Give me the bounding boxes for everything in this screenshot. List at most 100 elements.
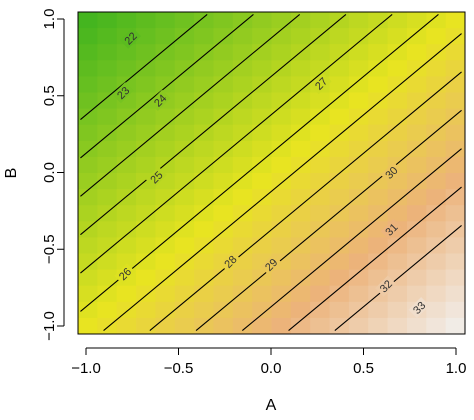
heatmap-cell bbox=[387, 253, 408, 271]
heatmap-cell bbox=[368, 317, 389, 334]
heatmap-cell bbox=[136, 269, 156, 287]
heatmap-cell bbox=[252, 173, 273, 190]
heatmap-cell bbox=[426, 92, 447, 110]
heatmap-cell bbox=[310, 253, 331, 271]
heatmap-cell bbox=[232, 269, 253, 287]
heatmap-cell bbox=[310, 108, 331, 126]
heatmap-cell bbox=[252, 124, 273, 142]
heatmap-cell bbox=[194, 60, 215, 77]
heatmap-cell bbox=[310, 124, 331, 142]
heatmap-cell bbox=[194, 285, 215, 303]
heatmap-cell bbox=[348, 253, 369, 271]
x-tick-label: 1.0 bbox=[446, 360, 467, 377]
heatmap-cell bbox=[406, 92, 427, 110]
heatmap-cell bbox=[116, 253, 137, 271]
heatmap-cell bbox=[232, 92, 253, 110]
heatmap-cell bbox=[348, 237, 369, 255]
heatmap-cell bbox=[213, 173, 234, 190]
x-axis-label: A bbox=[266, 397, 277, 414]
heatmap-cell bbox=[97, 285, 118, 303]
heatmap-cell bbox=[136, 92, 156, 110]
heatmap-cell bbox=[290, 301, 311, 319]
contour-label-bg bbox=[380, 218, 402, 240]
heatmap-cell bbox=[426, 173, 447, 190]
heatmap-cell bbox=[155, 108, 176, 126]
heatmap-cell bbox=[194, 301, 215, 319]
heatmap-cell bbox=[290, 221, 311, 238]
heatmap-cell bbox=[329, 173, 350, 190]
heatmap-cell bbox=[194, 92, 215, 110]
heatmap-cell bbox=[213, 156, 234, 174]
heatmap-cell bbox=[426, 301, 447, 319]
heatmap-cell bbox=[116, 205, 137, 222]
heatmap-cell bbox=[213, 92, 234, 110]
heatmap-cell bbox=[174, 189, 195, 206]
heatmap-cell bbox=[194, 253, 215, 271]
heatmap-cell bbox=[310, 60, 331, 77]
heatmap-cell bbox=[116, 108, 137, 126]
heatmap-cell bbox=[136, 108, 156, 126]
heatmap-cell bbox=[194, 317, 215, 334]
heatmap-cell bbox=[116, 140, 137, 158]
heatmap-cell bbox=[116, 173, 137, 190]
heatmap-cell bbox=[387, 285, 408, 303]
heatmap-cell bbox=[310, 92, 331, 110]
heatmap-cell bbox=[78, 92, 98, 110]
heatmap-cell bbox=[271, 189, 292, 206]
heatmap-cell bbox=[348, 60, 369, 77]
heatmap-cell bbox=[116, 12, 137, 29]
heatmap-cell bbox=[232, 44, 253, 61]
heatmap-cell bbox=[155, 269, 176, 287]
heatmap-cell bbox=[78, 221, 98, 238]
heatmap-cell bbox=[290, 140, 311, 158]
heatmap-cell bbox=[445, 173, 465, 190]
heatmap-cell bbox=[174, 253, 195, 271]
heatmap-cell bbox=[368, 76, 389, 94]
heatmap-cell bbox=[271, 60, 292, 77]
heatmap-cell bbox=[174, 285, 195, 303]
heatmap-cell bbox=[213, 124, 234, 142]
heatmap-cell bbox=[406, 205, 427, 222]
heatmap-cell bbox=[97, 44, 118, 61]
heatmap-cell bbox=[97, 156, 118, 174]
heatmap-cell bbox=[310, 205, 331, 222]
heatmap-cell bbox=[445, 28, 465, 45]
heatmap-cell bbox=[426, 76, 447, 94]
heatmap-cell bbox=[445, 140, 465, 158]
heatmap-cell bbox=[174, 60, 195, 77]
heatmap-cell bbox=[368, 124, 389, 142]
heatmap-cell bbox=[213, 221, 234, 238]
heatmap-cell bbox=[445, 189, 465, 206]
contour-label-bg bbox=[375, 275, 397, 297]
heatmap-cell bbox=[329, 237, 350, 255]
y-tick-label: 0.5 bbox=[41, 85, 58, 106]
heatmap-cell bbox=[116, 285, 137, 303]
heatmap-cell bbox=[406, 317, 427, 334]
heatmap-cell bbox=[232, 124, 253, 142]
heatmap-cell bbox=[232, 205, 253, 222]
heatmap-cell bbox=[406, 108, 427, 126]
heatmap-cell bbox=[348, 28, 369, 45]
heatmap-cell bbox=[387, 108, 408, 126]
heatmap-cell bbox=[194, 76, 215, 94]
heatmap-cell bbox=[232, 317, 253, 334]
heatmap-cell bbox=[232, 60, 253, 77]
heatmap-cell bbox=[116, 221, 137, 238]
heatmap-cell bbox=[252, 269, 273, 287]
heatmap-cell bbox=[252, 237, 273, 255]
heatmap-cell bbox=[290, 124, 311, 142]
contour-label-bg bbox=[114, 263, 136, 285]
heatmap-cell bbox=[406, 237, 427, 255]
heatmap-cell bbox=[290, 269, 311, 287]
heatmap-cell bbox=[310, 44, 331, 61]
heatmap-cell bbox=[426, 28, 447, 45]
heatmap-cell bbox=[329, 285, 350, 303]
heatmap-cell bbox=[348, 173, 369, 190]
heatmap-cell bbox=[387, 189, 408, 206]
heatmap-cell bbox=[445, 285, 465, 303]
heatmap-cell bbox=[136, 317, 156, 334]
heatmap-cell bbox=[78, 108, 98, 126]
heatmap-cell bbox=[348, 92, 369, 110]
x-tick-label: 0.5 bbox=[353, 360, 374, 377]
heatmap-cell bbox=[194, 189, 215, 206]
